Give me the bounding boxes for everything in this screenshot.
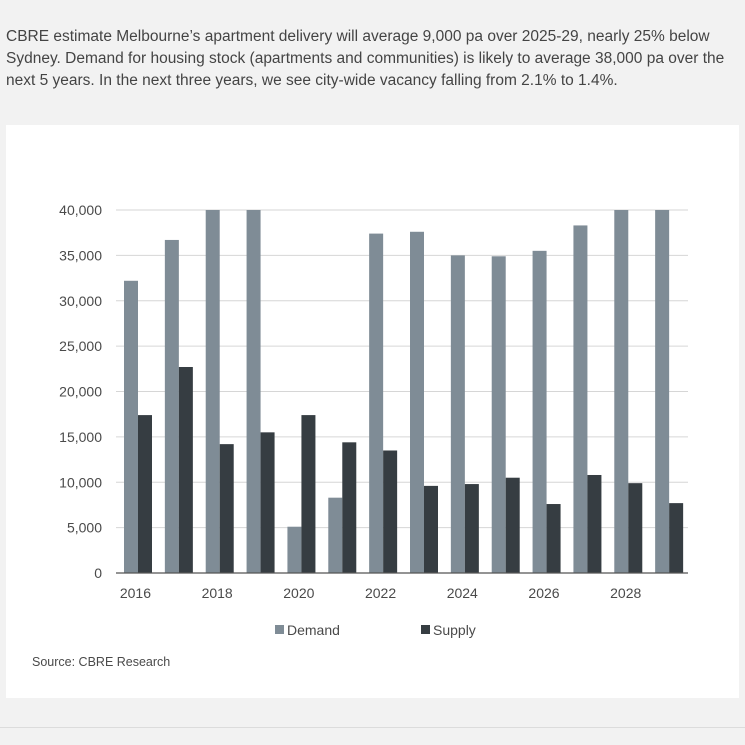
bar-supply-2016 <box>138 415 152 573</box>
bar-supply-2026 <box>546 504 561 573</box>
bar-supply-2028 <box>628 483 643 573</box>
bar-supply-2023 <box>424 485 438 573</box>
y-tick-label: 25,000 <box>59 338 102 354</box>
bar-supply-2022 <box>383 450 398 573</box>
bar-demand-2025 <box>491 256 506 573</box>
y-tick-label: 15,000 <box>59 429 102 445</box>
bar-supply-2027 <box>587 474 602 573</box>
bar-demand-2016 <box>124 280 138 573</box>
bars <box>124 210 684 573</box>
bar-demand-2017 <box>164 239 179 573</box>
bar-demand-2023 <box>410 231 424 573</box>
y-tick-label: 30,000 <box>59 293 102 309</box>
legend-label-supply: Supply <box>433 622 476 638</box>
bar-demand-2018 <box>205 210 220 573</box>
y-tick-label: 40,000 <box>59 202 102 218</box>
bar-demand-2027 <box>573 225 588 573</box>
bar-demand-2022 <box>369 233 384 573</box>
y-tick-label: 10,000 <box>59 474 102 490</box>
x-tick-label: 2026 <box>528 585 559 601</box>
y-axis-ticks: 0 5,000 10,000 15,000 20,000 25,000 30,000 35,0… <box>59 202 102 581</box>
bar-chart: 0 5,000 10,000 15,000 20,000 25,000 30,000 35,0… <box>32 202 688 669</box>
bottom-divider <box>0 727 745 728</box>
x-tick-label: 2022 <box>365 585 396 601</box>
source-note: Source: CBRE Research <box>32 655 170 669</box>
legend-swatch-supply <box>421 625 430 634</box>
bar-demand-2019 <box>246 210 261 573</box>
bar-supply-2020 <box>301 415 316 573</box>
x-tick-label: 2020 <box>283 585 314 601</box>
bar-supply-2021 <box>342 442 357 573</box>
x-tick-label: 2018 <box>202 585 233 601</box>
bar-demand-2026 <box>532 250 547 573</box>
y-tick-label: 35,000 <box>59 247 102 263</box>
bar-demand-2021 <box>328 497 343 573</box>
y-tick-label: 5,000 <box>67 520 102 536</box>
chart-card: 0 5,000 10,000 15,000 20,000 25,000 30,000 35,0… <box>6 125 739 698</box>
bar-demand-2028 <box>614 210 629 573</box>
bar-demand-2020 <box>287 526 302 573</box>
bar-demand-2029 <box>655 210 670 573</box>
intro-text: CBRE estimate Melbourne’s apartment deli… <box>6 28 725 89</box>
bar-supply-2029 <box>669 503 684 573</box>
x-tick-label: 2028 <box>610 585 641 601</box>
bar-demand-2024 <box>450 255 465 573</box>
x-axis-ticks: 2016 2018 2020 2022 2024 2026 2028 <box>120 585 642 601</box>
y-tick-label: 0 <box>94 565 102 581</box>
gridlines <box>116 209 688 529</box>
legend-label-demand: Demand <box>287 622 340 638</box>
bar-supply-2019 <box>260 432 275 573</box>
bar-supply-2024 <box>464 484 479 573</box>
bar-supply-2017 <box>178 366 193 573</box>
legend: Demand Supply <box>275 622 476 638</box>
bar-supply-2018 <box>219 444 234 573</box>
bar-supply-2025 <box>505 477 520 573</box>
x-tick-label: 2016 <box>120 585 151 601</box>
y-tick-label: 20,000 <box>59 384 102 400</box>
x-tick-label: 2024 <box>447 585 478 601</box>
legend-swatch-demand <box>275 625 284 634</box>
